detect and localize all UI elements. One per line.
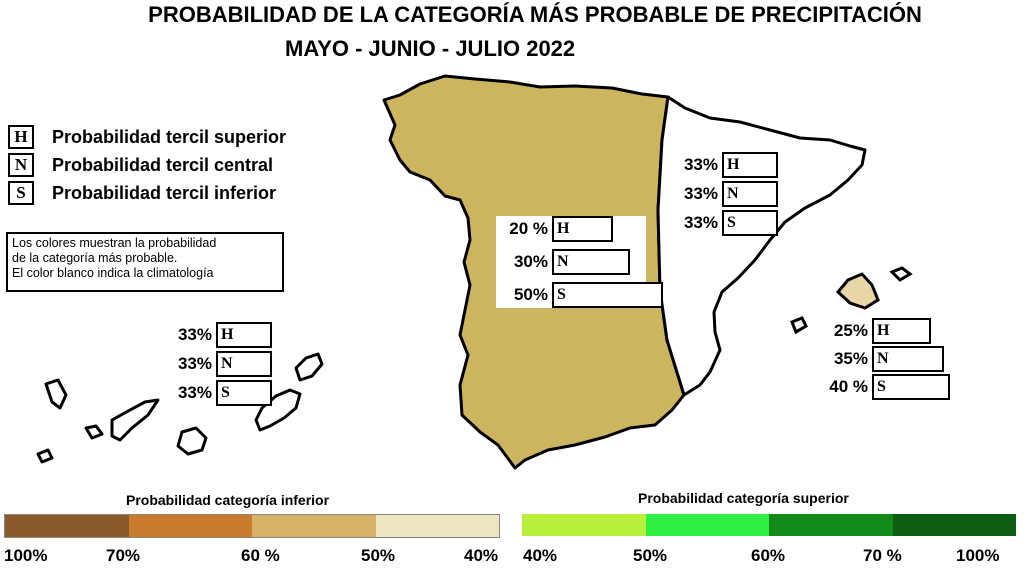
scale-inferior [4,514,500,538]
prob-pct-s: 50% [513,285,548,304]
scale-segment [375,515,499,537]
prob-row-n: 30% N [496,249,630,275]
scale-segment [252,515,376,537]
legend-box-s: S [8,181,34,205]
prob-row-h: 20 % H [496,216,613,242]
scale-superior-tick: 100% [956,546,1000,565]
prob-bar-n: N [552,249,630,275]
prob-pct-h: 33% [683,155,718,174]
prob-row-h: 33% H [170,322,272,348]
legend-label-n: Probabilidad tercil central [52,154,274,175]
prob-group-west: 20 % H 30% N 50% S [496,216,663,308]
scale-segment [769,514,893,536]
prob-row-s: 33% S [170,380,272,406]
scale-inferior-tick: 100% [4,546,48,565]
scale-superior-tick: 40% [523,546,558,565]
scale-superior-title: Probabilidad categoría superior [638,490,849,506]
scale-segment [892,514,1016,536]
ibiza-island [790,316,808,335]
prob-group-canarias: 33% H 33% N 33% S [170,322,272,408]
scale-inferior-tick: 50% [361,546,396,565]
prob-bar-n: N [216,351,272,377]
note-line: El color blanco indica la climatología [12,266,214,280]
legend-box-h: H [8,125,34,149]
scale-superior [522,514,1016,536]
scale-segment [522,514,646,536]
color-note: Los colores muestran la probabilidad de … [6,232,284,292]
east-region [656,95,867,397]
prob-row-s: 33% S [676,210,778,236]
prob-row-n: 33% N [676,181,778,207]
prob-pct-s: 40 % [829,377,868,396]
prob-pct-n: 33% [683,184,718,203]
prob-bar-s: S [872,374,950,400]
prob-pct-n: 33% [177,354,212,373]
prob-row-n: 33% N [170,351,272,377]
scale-inferior-tick: 40% [464,546,499,565]
menorca-island [889,266,913,282]
prob-row-n: 35% N [816,346,944,372]
scale-superior-tick: 70 % [863,546,902,565]
scale-superior-tick: 50% [633,546,668,565]
prob-bar-h: H [872,318,931,344]
prob-row-s: 40 % S [816,374,950,400]
prob-bar-n: N [872,346,944,372]
note-line: de la categoría más probable. [12,251,178,265]
legend-box-n: N [8,153,34,177]
legend-label-h: Probabilidad tercil superior [52,126,287,147]
prob-group-east: 33% H 33% N 33% S [676,152,778,238]
prob-pct-h: 20 % [509,219,548,238]
scale-inferior-tick: 60 % [241,546,280,565]
scale-segment [5,515,129,537]
note-line: Los colores muestran la probabilidad [12,236,217,250]
legend-item-h: H Probabilidad tercil superior [8,124,286,150]
prob-pct-n: 35% [833,349,868,368]
legend-item-n: N Probabilidad tercil central [8,152,273,178]
prob-pct-h: 33% [177,325,212,344]
map-subtitle: MAYO - JUNIO - JULIO 2022 [285,36,576,61]
prob-bar-h: H [722,152,778,178]
scale-superior-tick: 60% [751,546,786,565]
prob-bar-n: N [722,181,778,207]
scale-segment [128,515,252,537]
prob-bar-h: H [216,322,272,348]
scale-inferior-tick: 70% [106,546,141,565]
prob-row-s: 50% S [496,282,663,308]
map-title: PROBABILIDAD DE LA CATEGORÍA MÁS PROBABL… [148,2,922,27]
prob-bar-s: S [552,282,663,308]
prob-row-h: 33% H [676,152,778,178]
prob-row-h: 25% H [816,318,931,344]
prob-pct-s: 33% [683,213,718,232]
scale-segment [645,514,769,536]
prob-pct-h: 25% [833,321,868,340]
prob-bar-s: S [216,380,272,406]
prob-bar-s: S [722,210,778,236]
mallorca-island [835,272,880,310]
legend-item-s: S Probabilidad tercil inferior [8,180,276,206]
scale-inferior-title: Probabilidad categoría inferior [126,492,330,508]
prob-pct-n: 30% [513,252,548,271]
prob-group-baleares: 25% H 35% N 40 % S [816,318,950,404]
prob-pct-s: 33% [177,383,212,402]
canary-islands [36,352,324,464]
prob-bar-h: H [552,216,613,242]
legend-label-s: Probabilidad tercil inferior [52,182,277,203]
